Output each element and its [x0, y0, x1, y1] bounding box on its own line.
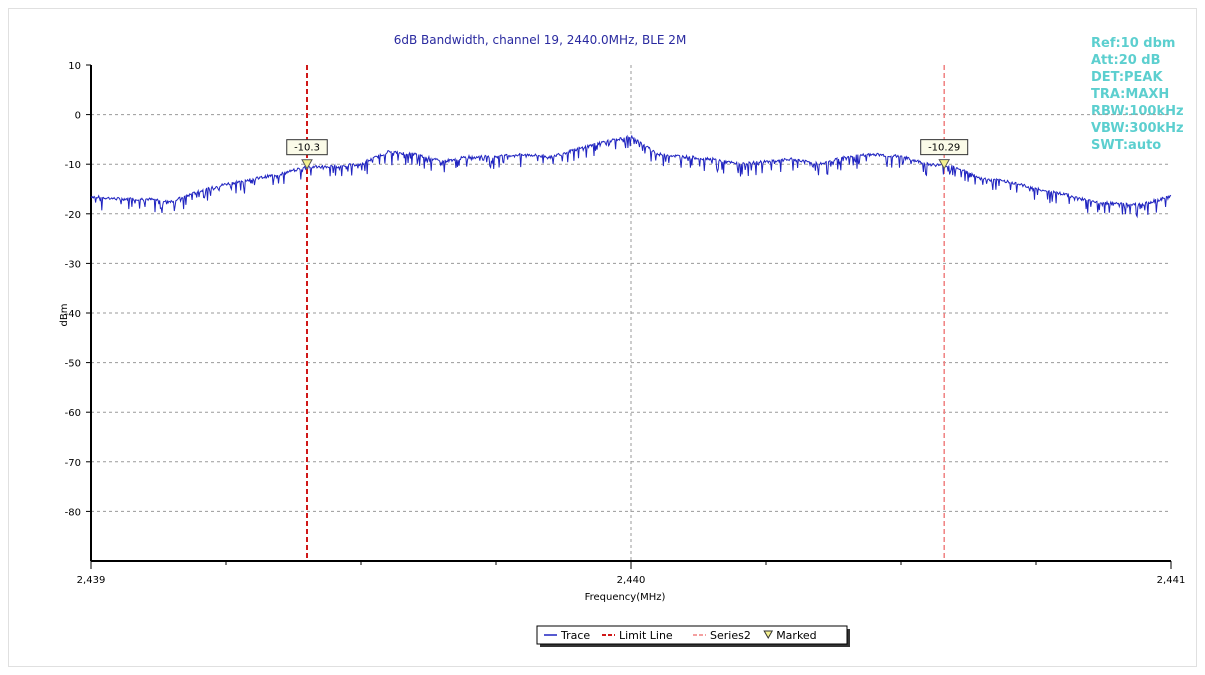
x-tick-label-0: 2,439	[77, 575, 106, 586]
setting-4: RBW:100kHz	[1091, 104, 1184, 119]
y-tick-label-6: -50	[65, 359, 81, 370]
legend: Trace Limit Line Series2 Marked	[536, 625, 850, 647]
y-tick-label-3: -20	[65, 210, 81, 221]
setting-3: TRA:MAXH	[1091, 87, 1169, 102]
x-axis-label: Frequency(MHz)	[585, 592, 666, 603]
trace-series	[90, 134, 1172, 219]
marker-label-box-0	[286, 139, 328, 156]
marker-triangle-0	[301, 159, 313, 170]
spectrum-chart: 6dB Bandwidth, channel 19, 2440.0MHz, BL…	[59, 33, 1186, 647]
chart-frame: 6dB Bandwidth, channel 19, 2440.0MHz, BL…	[8, 8, 1197, 667]
setting-1: Att:20 dB	[1091, 53, 1161, 68]
legend-label-2: Series2	[710, 629, 751, 642]
x-tick-label-1: 2,440	[617, 575, 646, 586]
y-tick-label-5: -40	[65, 309, 81, 320]
y-tick-label-0: 10	[68, 61, 81, 72]
y-tick-label-7: -60	[65, 408, 81, 419]
peak-markers: -10.3 -10.29	[286, 139, 969, 170]
y-tick-label-2: -10	[65, 160, 81, 171]
marker-label-box-1	[920, 139, 969, 156]
legend-swatch-3	[763, 630, 774, 640]
y-tick-label-1: 0	[75, 111, 81, 122]
legend-label-1: Limit Line	[619, 629, 673, 642]
legend-label-0: Trace	[560, 629, 590, 642]
y-tick-label-8: -70	[65, 458, 81, 469]
x-tick-label-2: 2,441	[1157, 575, 1186, 586]
setting-2: DET:PEAK	[1091, 70, 1163, 85]
chart-title: 6dB Bandwidth, channel 19, 2440.0MHz, BL…	[394, 33, 687, 47]
marker-triangle-1	[938, 159, 951, 170]
y-tick-label-4: -30	[65, 259, 81, 270]
setting-0: Ref:10 dbm	[1091, 36, 1175, 51]
y-tick-label-9: -80	[65, 507, 81, 518]
setting-5: VBW:300kHz	[1091, 121, 1184, 136]
setting-6: SWT:auto	[1091, 138, 1161, 153]
analyzer-settings: Ref:10 dbm Att:20 dB DET:PEAK TRA:MAXH RBW:1…	[1091, 36, 1184, 153]
legend-label-3: Marked	[776, 629, 816, 642]
marker-label-0: -10.3	[294, 143, 320, 154]
y-axis-label: dBm	[59, 304, 70, 327]
axes: 10 0 -10 -20 -30 -40 -50 -60 -70 -80 2,439 2,440 2,4…	[65, 61, 1186, 586]
grid-lines	[91, 65, 1171, 561]
trace-line	[90, 134, 1172, 219]
marker-label-1: -10.29	[928, 143, 960, 154]
